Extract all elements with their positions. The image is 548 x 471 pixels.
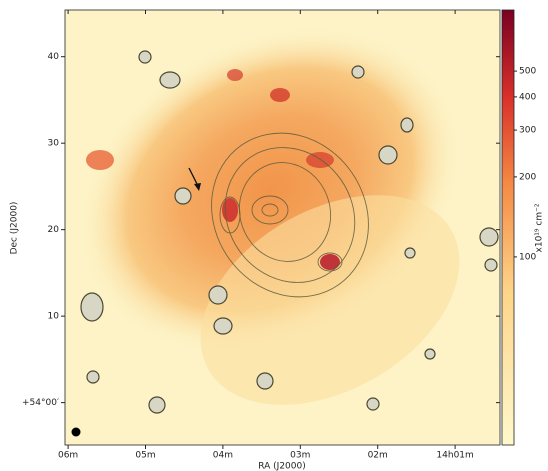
colorbar-label: x10¹⁹ cm⁻² (535, 203, 545, 252)
x-tick-label: 05m (135, 451, 155, 461)
plot-frame (64, 9, 501, 446)
y-tick-label: +54°00′ (22, 398, 59, 408)
y-tick-label: 20 (48, 225, 60, 235)
colorbar (501, 9, 515, 446)
x-tick-label: 14h01m (436, 451, 473, 461)
x-tick-label: 03m (290, 451, 310, 461)
y-tick-label: 40 (48, 52, 60, 62)
colorbar-tick-label: 200 (519, 172, 536, 182)
colorbar-tick-label: 300 (519, 126, 536, 136)
x-tick-label: 06m (58, 451, 78, 461)
x-tick-label: 02m (368, 451, 388, 461)
y-tick-label: 30 (48, 139, 60, 149)
y-axis-label: Dec (J2000) (10, 202, 20, 255)
colorbar-tick-label: 500 (519, 67, 536, 77)
x-axis-label: RA (J2000) (258, 462, 306, 471)
colorbar-tick-label: 100 (519, 252, 536, 262)
colorbar-tick-label: 400 (519, 92, 536, 102)
sky-image (65, 10, 500, 445)
y-tick-label: 10 (48, 312, 60, 322)
x-tick-label: 04m (213, 451, 233, 461)
